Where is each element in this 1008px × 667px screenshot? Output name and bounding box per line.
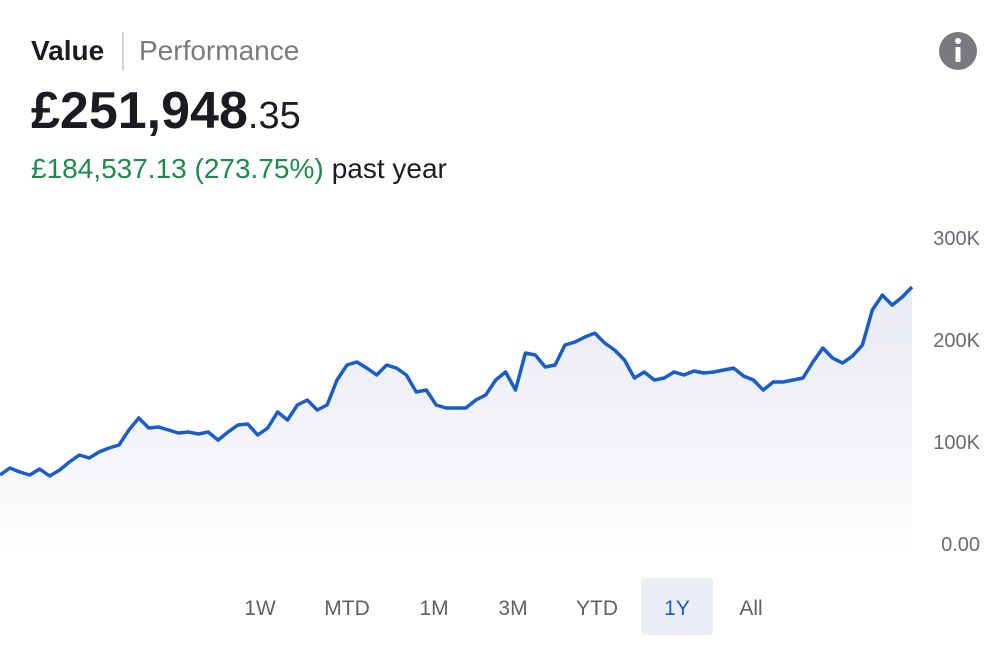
info-button[interactable] (939, 32, 977, 70)
range-button[interactable]: 1W (244, 597, 276, 620)
range-button[interactable]: MTD (324, 597, 370, 620)
range-button[interactable]: 3M (498, 597, 527, 620)
range-button[interactable]: All (739, 597, 762, 620)
change: £184,537.13 (273.75%) past year (31, 153, 447, 184)
change-amount: £184,537.13 (273.75%) (31, 153, 324, 184)
balance: £251,948.35 (31, 82, 301, 140)
info-icon-dot (955, 38, 961, 44)
range-button[interactable]: 1Y (641, 578, 713, 635)
range-label: 1M (419, 597, 448, 620)
y-tick-label: 200K (933, 330, 980, 352)
tab-performance[interactable]: Performance (139, 35, 299, 66)
range-label: MTD (324, 597, 370, 620)
line (0, 285, 914, 478)
range-label: 3M (498, 597, 527, 620)
range-label: All (739, 597, 762, 620)
y-tick-label: 100K (933, 432, 980, 454)
change-period: past year (332, 153, 447, 184)
range-selector: 1W MTD 1M 3M YTD 1Y All (244, 578, 763, 635)
range-label: 1W (244, 597, 276, 620)
balance-fraction: .35 (248, 95, 301, 137)
tab-value[interactable]: Value (31, 35, 104, 66)
area (0, 287, 912, 554)
y-tick-label: 300K (933, 228, 980, 250)
range-label: YTD (576, 597, 618, 620)
range-button[interactable]: 1M (419, 597, 448, 620)
range-button-bg (641, 578, 713, 635)
y-tick-label: 0.00 (941, 534, 980, 556)
range-label: 1Y (664, 597, 690, 620)
info-icon-stem (955, 47, 961, 62)
balance-main: £251,948 (31, 82, 248, 140)
range-button[interactable]: YTD (576, 597, 618, 620)
chart: 300K 200K 100K 0.00 (0, 228, 981, 556)
